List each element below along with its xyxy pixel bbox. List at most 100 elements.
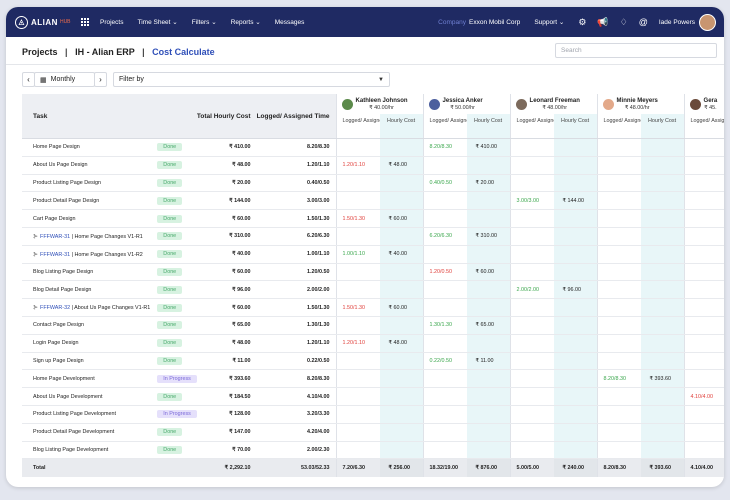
logged-time-cell: 4.10/4.00 [256, 387, 337, 406]
hourly-cost-value: ₹ 256.00 [388, 465, 410, 472]
table-row[interactable]: Product Listing Page Design Done ₹ 20.00 0.… [22, 174, 724, 193]
hourly-cost-cell: ₹ 48.00 [379, 156, 424, 175]
hourly-cost-cell [466, 405, 511, 424]
table-row[interactable]: Blog Detail Page Design Done ₹ 96.00 2.00/2… [22, 280, 724, 300]
table-row[interactable]: ⊱ FFFWAR-32 | About Us Page Changes V1-R1… [22, 298, 724, 317]
nav-messages[interactable]: Messages [274, 18, 305, 26]
col-logged-time[interactable]: Logged/ Assigned Time [256, 94, 337, 139]
table-row[interactable]: Product Detail Page Development Done ₹ 147… [22, 423, 724, 442]
period-dropdown[interactable]: ▦ Monthly [34, 72, 95, 87]
hourly-cost-cell [466, 387, 511, 406]
task-cell: Blog Listing Page Development [22, 441, 151, 460]
employee-name: Gera [703, 98, 718, 104]
hourly-cost-cell [379, 423, 424, 442]
nav-projects[interactable]: Projects [100, 18, 124, 26]
user-avatar[interactable] [699, 13, 716, 31]
logged-time-cell: 1.00/1.10 [256, 245, 337, 264]
logged-assigned-cell [596, 387, 641, 406]
table-row[interactable]: Home Page Development In Progress ₹ 393.60… [22, 369, 724, 389]
logged-assigned-cell [509, 209, 554, 228]
hourly-cost-cell [553, 209, 598, 228]
ticket-link[interactable]: FFFWAR-31 [40, 233, 71, 240]
logged-assigned-cell [683, 334, 724, 353]
hourly-cost-cell [553, 156, 598, 175]
hourly-cost-cell: ₹ 60.00 [466, 263, 511, 282]
user-name[interactable]: Iade Powers [658, 18, 695, 26]
bell-icon[interactable]: ♢ [619, 16, 628, 27]
logged-assigned-cell [683, 423, 724, 442]
hourly-cost-cell [379, 191, 424, 211]
table-row[interactable]: Login Page Design Done ₹ 48.00 1.20/1.10 1.2… [22, 334, 724, 353]
status-badge: Done [157, 303, 183, 312]
filter-dropdown[interactable]: Filter by ▼ [113, 72, 390, 87]
logged-assigned-cell: 1.50/1.30 [335, 209, 380, 228]
at-icon[interactable]: @ [638, 17, 648, 27]
table-row[interactable]: Cart Page Design Done ₹ 60.00 1.50/1.30 1.50… [22, 209, 724, 228]
ticket-link[interactable]: FFFWAR-32 [40, 305, 71, 312]
nav-filters[interactable]: Filters ⌄ [191, 19, 217, 26]
col-total-cost[interactable]: Total Hourly Cost [196, 94, 257, 139]
ticket-link[interactable]: FFFWAR-31 [40, 251, 71, 258]
table-row[interactable]: Sign up Page Design Done ₹ 11.00 0.22/0.50 0… [22, 352, 724, 371]
col-task[interactable]: Task [22, 94, 151, 139]
company-selector[interactable]: Exxon Mobil Corp [469, 18, 521, 26]
next-period-button[interactable]: › [94, 72, 107, 87]
logged-assigned-cell [596, 334, 641, 353]
task-name: Product Listing Page Design [33, 179, 102, 186]
status-badge: Done [157, 250, 183, 259]
hourly-cost-cell [466, 423, 511, 442]
status-cell: Done [150, 316, 197, 335]
breadcrumb-project[interactable]: IH - Alian ERP [75, 47, 135, 57]
hourly-cost-cell [379, 352, 424, 371]
logged-value: 0.22/0.50 [429, 357, 453, 364]
search-input[interactable]: Search [555, 43, 717, 58]
employee-header: Minnie Meyers ₹ 48.00/hr Logged/ Assigned H… [596, 94, 685, 139]
task-cell: About Us Page Development [22, 387, 151, 406]
hourly-cost-cell: ₹ 11.00 [466, 352, 511, 371]
nav-time-sheet[interactable]: Time Sheet ⌄ [137, 19, 178, 26]
table-row[interactable]: Home Page Design Done ₹ 410.00 8.20/8.30 8.2… [22, 138, 724, 157]
table-row[interactable]: Product Detail Page Design Done ₹ 144.00 3.… [22, 191, 724, 211]
total-cost-cell: ₹ 147.00 [196, 423, 257, 442]
total-status-cell [150, 458, 197, 477]
table-row[interactable]: ⊱ FFFWAR-31 | Home Page Changes V1-R2 Done… [22, 245, 724, 264]
status-cell: Done [150, 298, 197, 317]
hourly-cost-cell [553, 174, 598, 193]
hourly-cost-cell [640, 156, 685, 175]
table-row[interactable]: Blog Listing Page Design Done ₹ 60.00 1.20/… [22, 263, 724, 282]
logged-assigned-cell [683, 298, 724, 317]
nav-reports[interactable]: Reports ⌄ [230, 19, 261, 26]
total-cost-cell: ₹ 20.00 [196, 174, 257, 193]
logged-assigned-cell [335, 174, 380, 193]
hourly-cost-cell: ₹ 144.00 [553, 191, 598, 211]
table-row[interactable]: About Us Page Development Done ₹ 184.50 4.1… [22, 387, 724, 406]
logged-assigned-cell [335, 423, 380, 442]
table-row[interactable]: About Us Page Design Done ₹ 48.00 1.20/1.10… [22, 156, 724, 175]
app-window: ◬ ALIAN HUB Projects Time Sheet ⌄ Filter… [6, 7, 724, 487]
megaphone-icon[interactable]: 📢 [597, 16, 609, 27]
breadcrumb-separator: | [142, 47, 145, 57]
settings-icon[interactable]: ⚙ [578, 16, 587, 27]
apps-grid-icon[interactable] [81, 18, 89, 26]
table-row[interactable]: ⊱ FFFWAR-31 | Home Page Changes V1-R1 Done… [22, 227, 724, 246]
nav-support[interactable]: Support ⌄ [534, 19, 565, 26]
status-badge: Done [157, 232, 183, 241]
logged-assigned-cell [596, 423, 641, 442]
table-row[interactable]: Product Listing Page Development In Progr… [22, 405, 724, 424]
table-row[interactable]: Contact Page Design Done ₹ 65.00 1.30/1.30 1… [22, 316, 724, 335]
task-name: Product Detail Page Development [33, 429, 115, 436]
task-name: Cart Page Design [33, 215, 76, 222]
logged-assigned-cell [422, 245, 467, 264]
status-cell: Done [150, 138, 197, 157]
breadcrumb-projects[interactable]: Projects [22, 47, 58, 57]
employee-name: Kathleen Johnson [355, 98, 408, 104]
hourly-cost-cell [379, 174, 424, 193]
task-cell: ⊱ FFFWAR-31 | Home Page Changes V1-R2 [22, 245, 151, 264]
status-badge: Done [157, 267, 183, 276]
hourly-cost-cell [466, 298, 511, 317]
hourly-cost-cell: ₹ 410.00 [466, 138, 511, 157]
logo[interactable]: ◬ ALIAN HUB [15, 15, 81, 29]
status-badge: Done [157, 428, 183, 437]
table-row[interactable]: Blog Listing Page Development Done ₹ 70.00… [22, 441, 724, 460]
logged-assigned-cell [335, 352, 380, 371]
